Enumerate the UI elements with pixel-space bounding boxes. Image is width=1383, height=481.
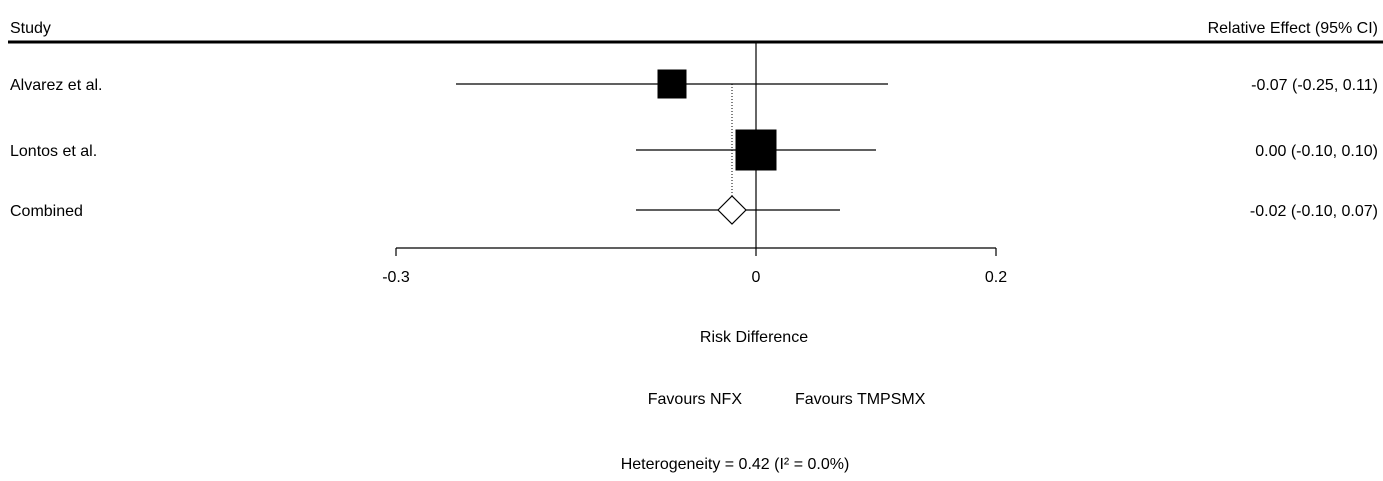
favours-left-label: Favours NFX [648, 391, 743, 408]
study-column-header: Study [10, 20, 51, 37]
heterogeneity-text: Heterogeneity = 0.42 (I² = 0.0%) [621, 456, 850, 473]
x-axis-label: Risk Difference [700, 329, 808, 346]
x-tick-label: -0.3 [382, 269, 410, 286]
x-tick-label: 0.2 [985, 269, 1007, 286]
x-tick-label: 0 [752, 269, 761, 286]
favours-right-label: Favours TMPSMX [795, 391, 926, 408]
study-label: Lontos et al. [10, 143, 97, 160]
combined-diamond [717, 195, 747, 225]
study-effect-text: 0.00 (-0.10, 0.10) [1255, 143, 1378, 160]
study-box [657, 69, 687, 99]
study-label: Alvarez et al. [10, 77, 102, 94]
combined-label: Combined [10, 203, 83, 220]
study-rows: Alvarez et al. -0.07 (-0.25, 0.11) Lontos … [10, 77, 1378, 220]
study-effect-text: -0.07 (-0.25, 0.11) [1251, 77, 1378, 94]
plot-marks [456, 42, 888, 248]
study-box [735, 129, 777, 171]
combined-effect-text: -0.02 (-0.10, 0.07) [1250, 203, 1378, 220]
x-axis: -0.3 0 0.2 [382, 247, 1007, 286]
effect-column-header: Relative Effect (95% CI) [1208, 20, 1378, 37]
